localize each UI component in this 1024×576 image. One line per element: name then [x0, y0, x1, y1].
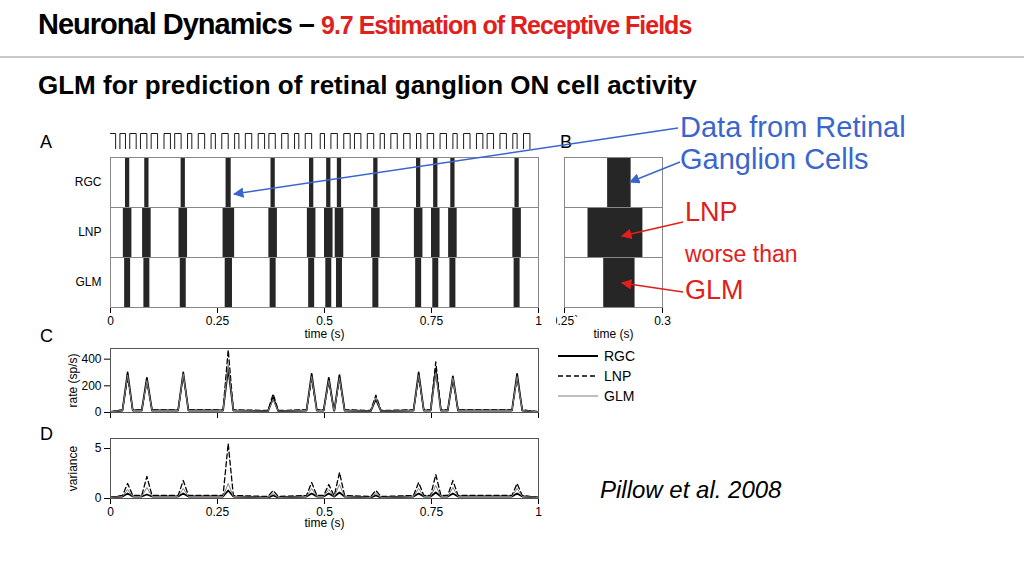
- html-text:GLM: GLM: [604, 388, 635, 404]
- svg-text:0.25`: 0.25`: [556, 314, 578, 328]
- html-text:Neuronal Dynamics – 9.7 Estima: Neuronal Dynamics – 9.7 Estimation of Re…: [38, 8, 692, 40]
- html-text:LNP: LNP: [685, 197, 738, 227]
- svg-text:0: 0: [107, 505, 114, 519]
- svg-text:0: 0: [107, 314, 114, 328]
- svg-text:0.5: 0.5: [316, 314, 333, 328]
- svg-text:0.3: 0.3: [654, 314, 671, 328]
- svg-text:0.75: 0.75: [420, 505, 444, 519]
- svg-text:0.75: 0.75: [420, 314, 444, 328]
- html-text:GLM for prediction of retinal: GLM for prediction of retinal ganglion O…: [38, 70, 697, 100]
- svg-text:1: 1: [535, 505, 542, 519]
- html-text:C: C: [40, 326, 53, 346]
- svg-text:rate (sp/s): rate (sp/s): [66, 353, 80, 407]
- svg-text:variance: variance: [66, 445, 80, 491]
- html-text:D: D: [40, 424, 53, 444]
- svg-text:5: 5: [95, 441, 102, 455]
- svg-text:0.25: 0.25: [206, 505, 230, 519]
- svg-text:RGC: RGC: [75, 175, 102, 189]
- html-text:GLM: GLM: [685, 275, 744, 305]
- svg-text:time (s): time (s): [305, 327, 345, 341]
- svg-text:200: 200: [81, 379, 101, 393]
- svg-text:GLM: GLM: [75, 275, 101, 289]
- html-text:A: A: [40, 132, 52, 152]
- svg-text:LNP: LNP: [78, 225, 101, 239]
- svg-text:0: 0: [95, 491, 102, 505]
- svg-text:1: 1: [535, 314, 542, 328]
- html-text:Pillow et al. 2008: Pillow et al. 2008: [600, 476, 782, 503]
- html-text:worse than: worse than: [685, 241, 798, 267]
- html-text:Data from Retinal Ganglion Cel: Data from Retinal Ganglion Cells: [680, 111, 906, 175]
- html-text:RGC: RGC: [604, 348, 636, 364]
- svg-text:time (s): time (s): [594, 327, 634, 341]
- svg-text:0.25: 0.25: [206, 314, 230, 328]
- svg-text:0.5: 0.5: [316, 505, 333, 519]
- html-text:LNP: LNP: [604, 368, 632, 384]
- svg-text:0: 0: [95, 405, 102, 418]
- svg-text:time (s): time (s): [305, 516, 345, 530]
- html-text:B: B: [560, 132, 572, 152]
- svg-text:400: 400: [81, 352, 101, 366]
